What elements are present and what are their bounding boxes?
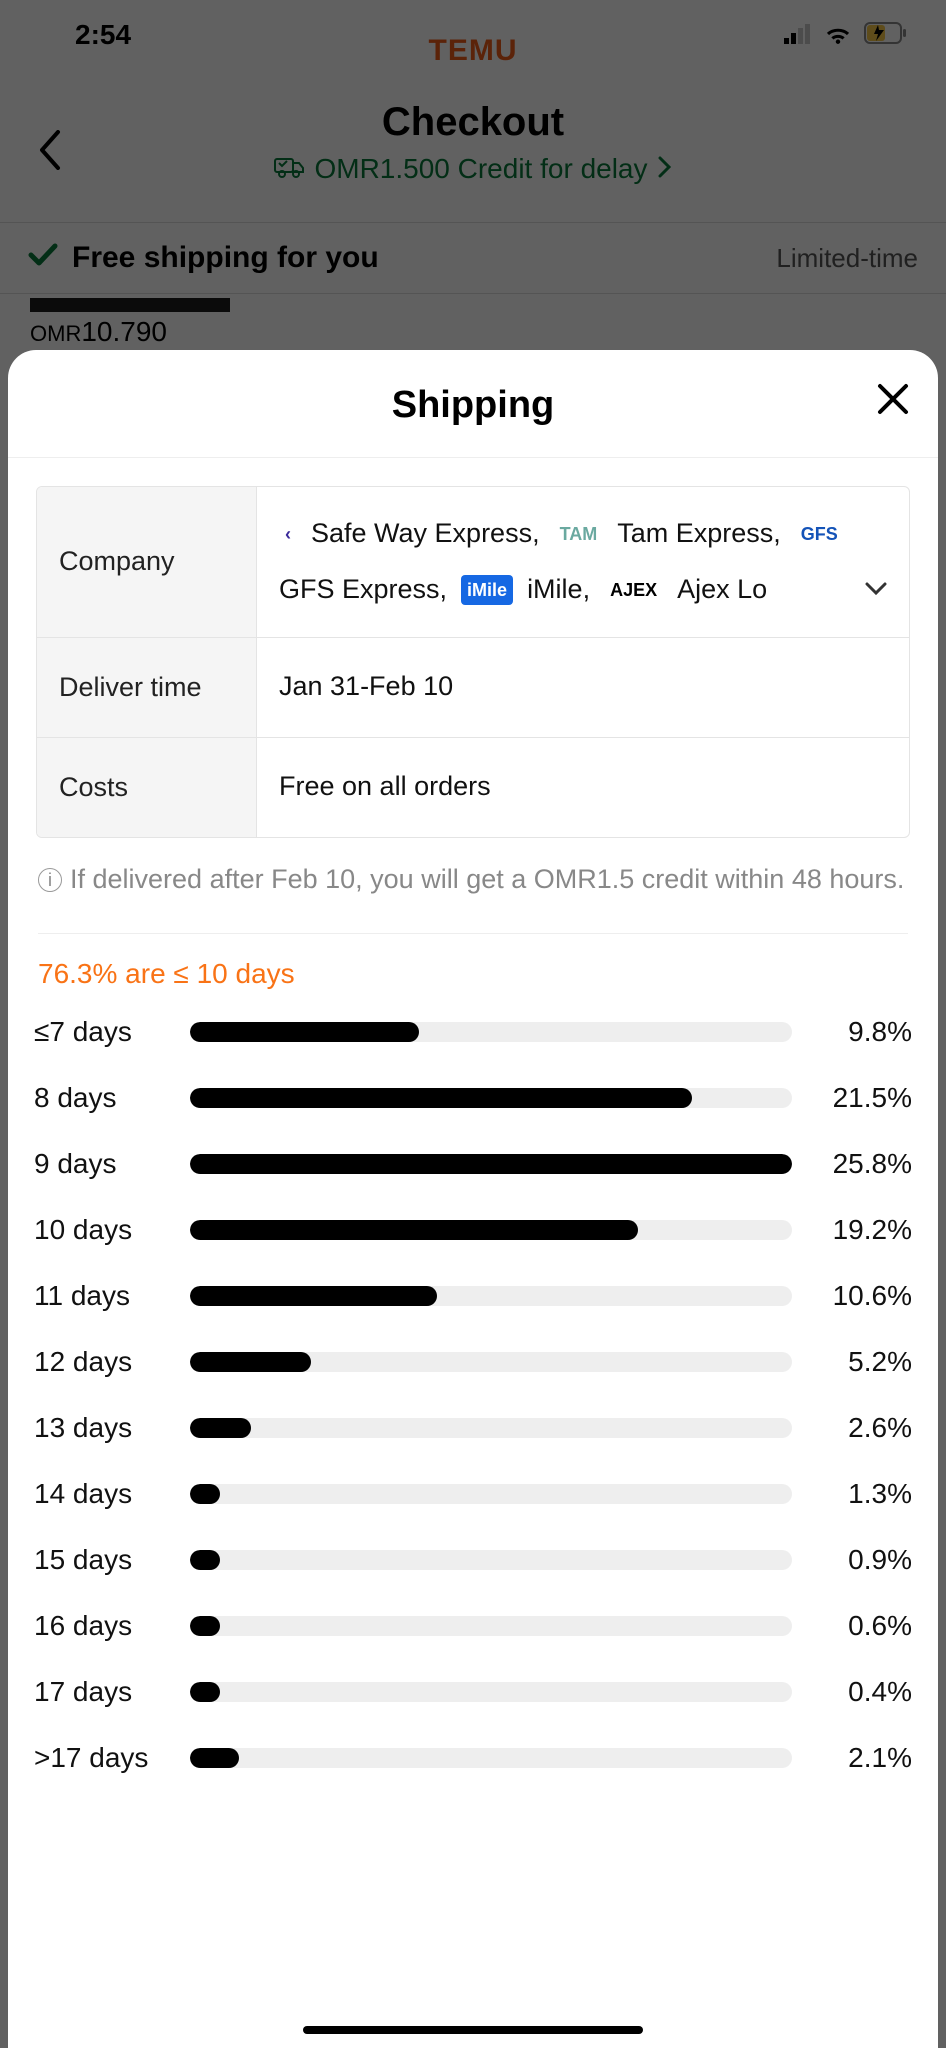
distribution-label: 10 days <box>34 1214 170 1246</box>
distribution-row: 17 days 0.4% <box>34 1676 912 1708</box>
distribution-bar-fill <box>190 1418 251 1438</box>
distribution-bar <box>190 1616 792 1636</box>
distribution-bar <box>190 1154 792 1174</box>
sheet-header: Shipping <box>8 350 938 458</box>
distribution-bar <box>190 1550 792 1570</box>
close-button[interactable] <box>876 382 910 425</box>
distribution-row: 12 days 5.2% <box>34 1346 912 1378</box>
carrier-name: Tam Express, <box>617 511 781 557</box>
distribution-bar <box>190 1088 792 1108</box>
divider <box>38 933 908 934</box>
distribution-row: >17 days 2.1% <box>34 1742 912 1774</box>
distribution-pct: 0.4% <box>812 1676 912 1708</box>
carrier-logo: TAM <box>554 519 604 549</box>
carrier-logo: iMile <box>461 575 513 605</box>
distribution-pct: 5.2% <box>812 1346 912 1378</box>
distribution-row: 13 days 2.6% <box>34 1412 912 1444</box>
distribution-row: 14 days 1.3% <box>34 1478 912 1510</box>
distribution-bar-fill <box>190 1616 220 1636</box>
deliver-time-label: Deliver time <box>37 638 257 737</box>
distribution-label: >17 days <box>34 1742 170 1774</box>
distribution-label: 8 days <box>34 1082 170 1114</box>
distribution-label: 13 days <box>34 1412 170 1444</box>
screen: 2:54 TEMU Checkout <box>0 0 946 2048</box>
delay-credit-notice: i If delivered after Feb 10, you will get… <box>38 860 908 899</box>
distribution-pct: 10.6% <box>812 1280 912 1312</box>
carrier-name: GFS Express, <box>279 567 447 613</box>
sheet-title: Shipping <box>8 384 938 427</box>
notice-text: If delivered after Feb 10, you will get … <box>70 864 904 894</box>
distribution-pct: 19.2% <box>812 1214 912 1246</box>
distribution-pct: 25.8% <box>812 1148 912 1180</box>
distribution-pct: 21.5% <box>812 1082 912 1114</box>
distribution-label: 12 days <box>34 1346 170 1378</box>
carrier-name: Safe Way Express, <box>311 511 540 557</box>
distribution-bar-fill <box>190 1550 220 1570</box>
company-label: Company <box>37 487 257 637</box>
distribution-label: 17 days <box>34 1676 170 1708</box>
distribution-bar-fill <box>190 1484 220 1504</box>
distribution-bar <box>190 1418 792 1438</box>
carrier-logo: GFS <box>795 519 844 549</box>
distribution-pct: 0.6% <box>812 1610 912 1642</box>
distribution-label: 16 days <box>34 1610 170 1642</box>
distribution-label: 15 days <box>34 1544 170 1576</box>
carrier-logo: AJEX <box>604 575 663 605</box>
distribution-bar-fill <box>190 1286 437 1306</box>
distribution-list: ≤7 days 9.8% 8 days 21.5% 9 days 25.8% 10 days… <box>34 1016 912 1774</box>
distribution-row: 8 days 21.5% <box>34 1082 912 1114</box>
distribution-headline: 76.3% are ≤ 10 days <box>38 958 908 990</box>
distribution-bar-fill <box>190 1088 692 1108</box>
deliver-time-value: Jan 31-Feb 10 <box>257 638 909 737</box>
distribution-row: 16 days 0.6% <box>34 1610 912 1642</box>
distribution-bar <box>190 1022 792 1042</box>
distribution-row: 11 days 10.6% <box>34 1280 912 1312</box>
distribution-pct: 1.3% <box>812 1478 912 1510</box>
deliver-time-row: Deliver time Jan 31-Feb 10 <box>37 637 909 737</box>
distribution-label: 14 days <box>34 1478 170 1510</box>
home-indicator[interactable] <box>303 2026 643 2034</box>
distribution-label: 9 days <box>34 1148 170 1180</box>
distribution-bar-fill <box>190 1748 239 1768</box>
distribution-bar-fill <box>190 1352 311 1372</box>
shipping-sheet: Shipping Company ‹ Safe Way Express, TAM Ta… <box>8 350 938 2048</box>
distribution-bar <box>190 1286 792 1306</box>
distribution-pct: 2.1% <box>812 1742 912 1774</box>
distribution-bar-fill <box>190 1682 220 1702</box>
distribution-row: 10 days 19.2% <box>34 1214 912 1246</box>
costs-label: Costs <box>37 738 257 837</box>
distribution-row: ≤7 days 9.8% <box>34 1016 912 1048</box>
distribution-bar <box>190 1682 792 1702</box>
shipping-info-table: Company ‹ Safe Way Express, TAM Tam Express… <box>36 486 910 838</box>
distribution-bar <box>190 1748 792 1768</box>
distribution-row: 15 days 0.9% <box>34 1544 912 1576</box>
distribution-bar-fill <box>190 1022 419 1042</box>
distribution-bar <box>190 1220 792 1240</box>
distribution-pct: 9.8% <box>812 1016 912 1048</box>
distribution-bar <box>190 1484 792 1504</box>
costs-value: Free on all orders <box>257 738 909 837</box>
distribution-label: ≤7 days <box>34 1016 170 1048</box>
distribution-pct: 0.9% <box>812 1544 912 1576</box>
distribution-row: 9 days 25.8% <box>34 1148 912 1180</box>
distribution-label: 11 days <box>34 1280 170 1312</box>
chevron-down-icon[interactable] <box>865 569 887 610</box>
info-icon: i <box>38 868 62 892</box>
distribution-bar <box>190 1352 792 1372</box>
distribution-bar-fill <box>190 1154 792 1174</box>
carrier-name: Ajex Lo <box>677 567 767 613</box>
company-value[interactable]: ‹ Safe Way Express, TAM Tam Express, GFS GFS … <box>257 487 909 637</box>
distribution-pct: 2.6% <box>812 1412 912 1444</box>
distribution-bar-fill <box>190 1220 638 1240</box>
carrier-name: iMile, <box>527 567 590 613</box>
company-row: Company ‹ Safe Way Express, TAM Tam Express… <box>37 487 909 637</box>
costs-row: Costs Free on all orders <box>37 737 909 837</box>
carrier-logo: ‹ <box>279 519 297 549</box>
